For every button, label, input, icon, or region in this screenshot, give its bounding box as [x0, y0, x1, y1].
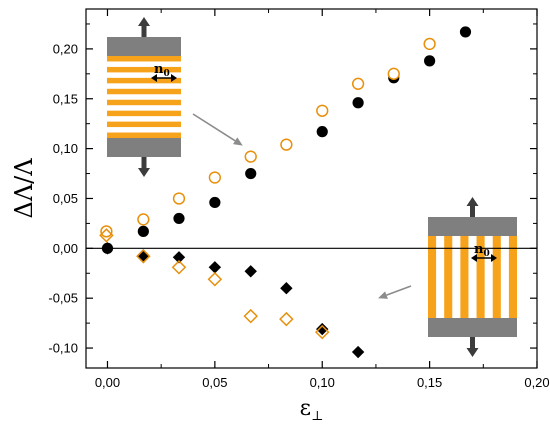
director-label: n0: [474, 242, 490, 259]
inset-top-plate: [107, 37, 181, 56]
pull-arrow-head-up: [466, 197, 479, 206]
point-filled-diamond: [172, 251, 186, 264]
inset-pointer-head: [233, 137, 243, 146]
x-tick-label: 0,20: [524, 375, 549, 390]
pull-arrow-head-down: [138, 168, 150, 177]
point-open-circle: [172, 192, 186, 205]
data-marks: [99, 26, 472, 359]
director-arrow-left-head: [471, 254, 477, 262]
x-axis-subscript: ⊥: [311, 409, 323, 424]
inset-pointer-line: [192, 113, 236, 142]
x-axis-symbol: ε: [300, 396, 311, 421]
point-open-circle: [137, 213, 150, 226]
director-label: n0: [154, 62, 170, 79]
inset-vertical: n0: [427, 197, 518, 361]
point-filled-diamond: [208, 261, 222, 274]
point-filled-diamond: [351, 345, 365, 359]
point-filled-circle: [137, 225, 149, 237]
pull-arrow-head-up: [138, 17, 150, 26]
director-label-symbol: n: [474, 242, 484, 257]
point-filled-circle: [173, 212, 185, 225]
y-tick-label: 0,15: [53, 91, 78, 106]
inset-stripe: [500, 236, 509, 318]
x-tick-label: 0,05: [202, 375, 227, 390]
point-filled-circle: [459, 26, 472, 38]
director-arrow-right-head: [491, 254, 497, 262]
inset-stripe: [107, 61, 181, 67]
x-axis-title: ε⊥: [300, 396, 324, 424]
inset-stripe: [484, 236, 493, 318]
point-filled-diamond: [101, 242, 114, 255]
inset-stripe: [436, 236, 445, 318]
point-open-circle: [100, 225, 113, 238]
inset-stripe: [107, 94, 181, 100]
pull-arrow-shaft-down: [141, 157, 147, 169]
point-filled-circle: [424, 55, 436, 67]
point-open-diamond: [243, 308, 258, 324]
point-open-circle: [423, 37, 436, 51]
inset-stripe: [468, 236, 477, 318]
point-open-circle: [244, 150, 257, 163]
pull-arrow-head-down: [466, 348, 479, 357]
point-open-diamond: [207, 271, 223, 287]
x-tick-label: 0,00: [95, 375, 120, 390]
pull-arrow-shaft-up: [470, 205, 475, 217]
point-open-circle: [316, 104, 329, 117]
point-open-diamond: [314, 324, 330, 340]
point-filled-circle: [245, 167, 257, 180]
director-arrow-left-head: [151, 74, 157, 82]
point-open-circle: [208, 171, 222, 184]
point-open-diamond: [171, 260, 187, 275]
inset-bottom-plate: [428, 318, 517, 337]
inset-pointer-line: [386, 285, 412, 296]
y-tick-label: -0,10: [48, 341, 78, 356]
point-filled-circle: [316, 126, 328, 138]
director-arrow-right-head: [171, 74, 177, 82]
x-tick-label: 0,10: [310, 375, 335, 390]
point-filled-diamond: [244, 265, 257, 278]
point-filled-circle: [209, 196, 221, 209]
inset-pointer-head: [378, 291, 388, 299]
point-open-diamond: [136, 249, 151, 264]
inset-pointers: [192, 113, 412, 299]
x-tick-label: 0,15: [417, 375, 442, 390]
y-tick-label: 0,00: [53, 241, 78, 256]
y-tick-label: -0,05: [48, 291, 78, 306]
y-tick-label: 0,10: [53, 141, 78, 156]
point-open-circle: [280, 138, 293, 151]
inset-stripe: [107, 72, 181, 78]
pull-arrow-shaft-up: [141, 25, 147, 37]
point-filled-circle: [352, 97, 364, 109]
inset-stripe: [107, 127, 181, 133]
director-label-subscript: 0: [163, 69, 169, 79]
inset-stripe: [452, 236, 461, 318]
director-label-subscript: 0: [483, 249, 489, 259]
inset-stripe: [107, 116, 181, 122]
y-tick-label: 0,05: [53, 191, 78, 206]
axis-ticks: 0,00 0,05 0,10 0,15 0,20 -0,10 -0,05 0,00 0,05 0,…: [48, 9, 550, 390]
inset-horizontal: n0: [106, 17, 182, 181]
plot-frame: [85, 8, 538, 369]
inset-stripe: [107, 83, 181, 89]
y-tick-label: 0,20: [53, 41, 78, 56]
point-open-diamond: [279, 311, 294, 327]
inset-top-plate: [428, 217, 517, 236]
director-label-symbol: n: [154, 62, 164, 77]
point-open-diamond: [99, 228, 114, 243]
point-open-circle: [387, 67, 400, 80]
pull-arrow-shaft-down: [470, 337, 475, 349]
plot-axes: [85, 8, 538, 369]
point-filled-diamond: [280, 282, 293, 295]
inset-bottom-plate: [107, 138, 181, 157]
inset-stripe: [107, 105, 181, 111]
point-open-circle: [351, 77, 365, 90]
point-filled-diamond: [316, 322, 329, 336]
y-axis-title: ΔΛ/Λ: [10, 158, 38, 219]
